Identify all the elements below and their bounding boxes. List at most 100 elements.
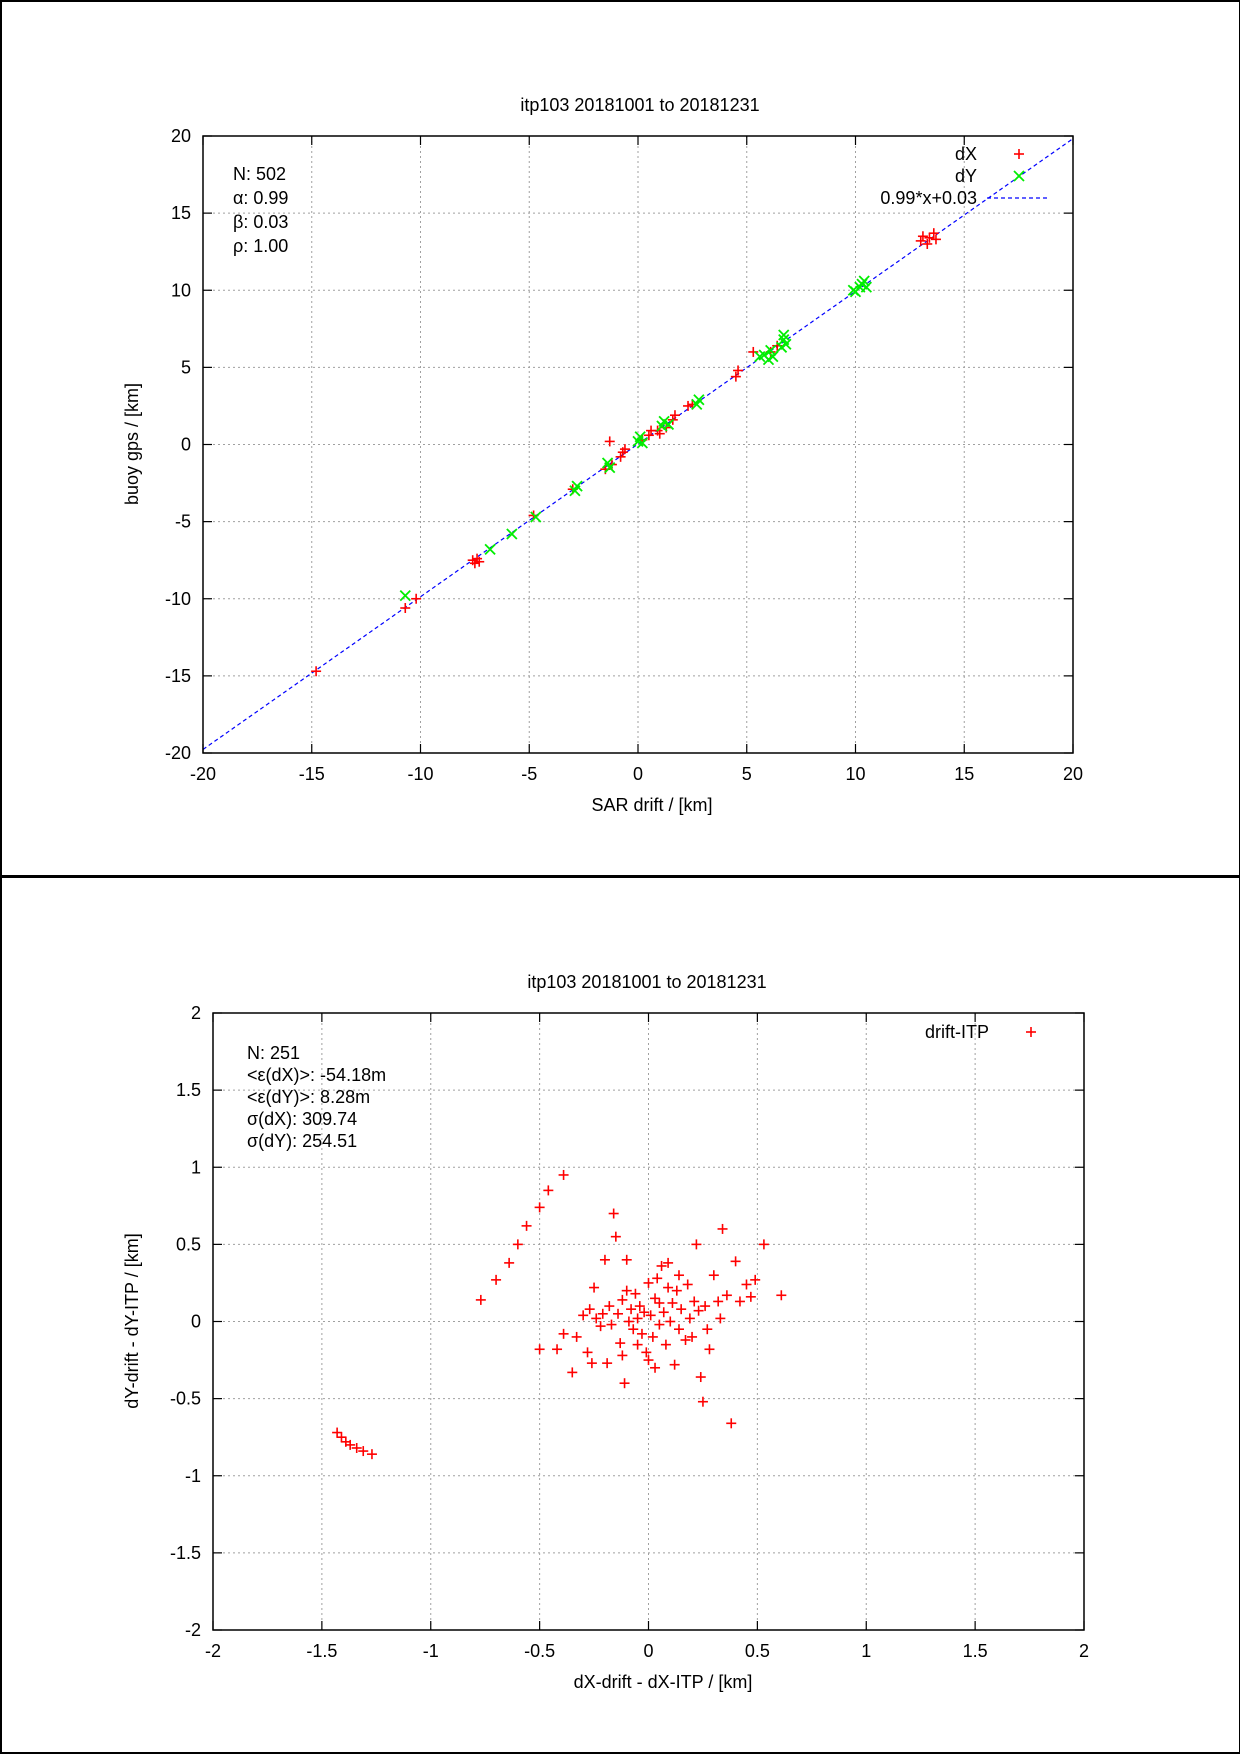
data-point-dy <box>530 511 542 523</box>
data-point-drift-itp <box>617 1350 628 1361</box>
chart-1-title: itp103 20181001 to 20181231 <box>520 95 759 115</box>
data-point-dx <box>654 428 665 439</box>
y-tick-label: 0 <box>191 1312 201 1332</box>
data-point-drift-itp <box>521 1220 532 1231</box>
x-tick-label: 15 <box>954 764 974 784</box>
data-point-dx <box>669 410 680 421</box>
y-tick-label: -1.5 <box>170 1543 201 1563</box>
data-point-drift-itp <box>695 1372 706 1383</box>
data-point-drift-itp <box>702 1324 713 1335</box>
data-point-drift-itp <box>669 1359 680 1370</box>
chart-2-ticks: -2 -1.5 -1 -0.5 0 0.5 1 1.5 2 -2 -1.5 -1 -0.5 0 0.5 1 1.… <box>170 1003 1089 1661</box>
data-point-drift-itp <box>636 1328 647 1339</box>
x-tick-label: -20 <box>190 764 216 784</box>
data-point-drift-itp <box>586 1358 597 1369</box>
data-point-drift-itp <box>693 1305 704 1316</box>
data-point-drift-itp <box>654 1297 665 1308</box>
y-tick-label: 1.5 <box>176 1080 201 1100</box>
data-point-dx <box>615 451 626 462</box>
y-tick-label: 2 <box>191 1003 201 1023</box>
chart-1-y-axis-label: buoy gps / [km] <box>122 383 142 505</box>
data-point-drift-itp <box>613 1308 624 1319</box>
chart-2-grid <box>213 1013 1084 1630</box>
y-tick-label: -20 <box>165 743 191 763</box>
data-point-dx <box>411 593 422 604</box>
data-point-dx <box>748 346 759 357</box>
data-point-drift-itp <box>713 1296 724 1307</box>
data-point-drift-itp <box>684 1313 695 1324</box>
data-point-drift-itp <box>652 1273 663 1284</box>
chart-2-stats-box: N: 251 <ε(dX)>: -54.18m <ε(dY)>: 8.28m σ… <box>247 1043 386 1151</box>
data-point-dx <box>924 232 935 243</box>
data-point-dx <box>474 556 485 567</box>
data-point-drift-itp <box>595 1321 606 1332</box>
data-point-drift-itp <box>758 1239 769 1250</box>
data-point-drift-itp <box>558 1328 569 1339</box>
chart-2-x-axis-label: dX-drift - dX-ITP / [km] <box>574 1672 753 1692</box>
data-point-drift-itp <box>552 1344 563 1355</box>
data-point-drift-itp <box>734 1296 745 1307</box>
data-point-drift-itp <box>617 1294 628 1305</box>
chart-1-legend-dx-label: dX <box>955 144 977 164</box>
chart-1-legend-markers <box>987 149 1047 199</box>
data-point-drift-itp <box>571 1331 582 1342</box>
data-point-drift-itp <box>615 1338 626 1349</box>
data-point-dx <box>643 430 654 441</box>
data-point-drift-itp <box>643 1355 654 1366</box>
data-point-dx <box>683 400 694 411</box>
x-tick-label: 20 <box>1063 764 1083 784</box>
chart-2-stat-mean-dy: <ε(dY)>: 8.28m <box>247 1087 370 1107</box>
chart-1-x-axis-label: SAR drift / [km] <box>591 795 712 815</box>
data-point-drift-itp <box>358 1446 369 1457</box>
data-point-drift-itp <box>730 1256 741 1267</box>
data-point-drift-itp <box>673 1324 684 1335</box>
data-point-drift-itp <box>673 1270 684 1281</box>
data-point-dy <box>634 431 646 443</box>
x-tick-label: -10 <box>407 764 433 784</box>
data-point-dx <box>619 444 630 455</box>
chart-2-legend-markers <box>1026 1027 1036 1037</box>
data-point-drift-itp <box>676 1304 687 1315</box>
y-tick-label: 5 <box>181 357 191 377</box>
x-tick-label: 0 <box>643 1641 653 1661</box>
data-point-drift-itp <box>567 1367 578 1378</box>
chart-1-grid <box>203 136 1073 753</box>
data-point-dy <box>399 590 411 602</box>
chart-1-stat-n: N: 502 <box>233 164 286 184</box>
data-point-drift-itp <box>578 1310 589 1321</box>
data-point-drift-itp <box>345 1439 356 1450</box>
data-point-drift-itp <box>776 1290 787 1301</box>
data-point-drift-itp <box>610 1231 621 1242</box>
data-point-dx <box>915 235 926 246</box>
data-point-drift-itp <box>630 1288 641 1299</box>
data-point-dy <box>767 350 779 363</box>
data-point-drift-itp <box>717 1223 728 1234</box>
chart-2-points <box>332 1169 787 1460</box>
data-point-drift-itp <box>700 1301 711 1312</box>
chart-1: -20 -15 -10 -5 0 5 10 15 20 -20 -15 -10 -5 0 5 10 15 20 i… <box>122 95 1083 815</box>
data-point-drift-itp <box>697 1396 708 1407</box>
data-point-drift-itp <box>660 1339 671 1350</box>
data-point-drift-itp <box>351 1442 362 1453</box>
data-point-drift-itp <box>534 1344 545 1355</box>
data-point-drift-itp <box>543 1185 554 1196</box>
data-point-drift-itp <box>663 1282 674 1293</box>
data-point-drift-itp <box>654 1319 665 1330</box>
data-point-drift-itp <box>645 1310 656 1321</box>
chart-1-legend: dX dY 0.99*x+0.03 <box>880 144 1047 208</box>
data-point-drift-itp <box>558 1169 569 1180</box>
data-point-drift-itp <box>591 1313 602 1324</box>
data-point-drift-itp <box>602 1358 613 1369</box>
data-point-dy <box>571 480 583 492</box>
data-point-drift-itp <box>741 1279 752 1290</box>
data-point-drift-itp <box>475 1294 486 1305</box>
data-point-drift-itp <box>366 1449 377 1460</box>
data-point-drift-itp <box>584 1304 595 1315</box>
chart-2-stat-sigma-dx: σ(dX): 309.74 <box>247 1109 357 1129</box>
data-point-dy <box>765 344 777 357</box>
data-point-dy <box>778 329 790 341</box>
chart-2-y-axis-label: dY-drift - dY-ITP / [km] <box>122 1233 142 1408</box>
data-point-drift-itp <box>715 1313 726 1324</box>
data-point-dy <box>693 394 705 406</box>
